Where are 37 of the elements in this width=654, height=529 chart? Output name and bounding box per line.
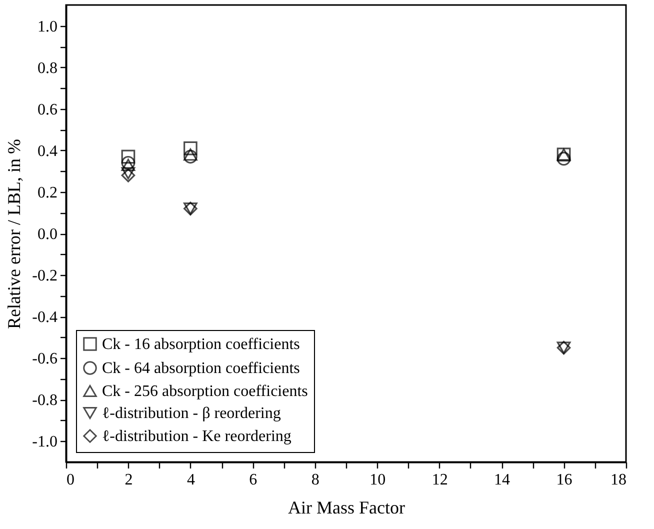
y-tick-label: -1.0	[32, 434, 58, 451]
legend-label: Ck - 256 absorption coefficients	[102, 383, 308, 400]
y-tick-label: 0.4	[38, 142, 58, 160]
y-tick-label: -0.8	[32, 392, 58, 410]
x-tick-label: 10	[370, 472, 386, 488]
point	[121, 150, 136, 164]
point	[121, 167, 136, 180]
point	[184, 148, 198, 161]
y-tick-label: 0.6	[38, 101, 58, 118]
y-tick-label: -0.2	[32, 268, 58, 285]
point	[556, 152, 571, 166]
y-tick-label: 0.0	[38, 226, 58, 243]
x-tick-label: 4	[186, 472, 195, 488]
y-tick-label: 1.0	[38, 18, 58, 36]
x-tick-label: 8	[311, 472, 320, 488]
legend-label: ℓ-distribution - β reordering	[102, 405, 281, 422]
legend-label: ℓ-distribution - Ke reordering	[102, 428, 292, 445]
x-tick-label: 14	[494, 472, 510, 488]
point	[184, 141, 198, 156]
x-axis-title: Air Mass Factor	[288, 498, 405, 518]
x-tick-label: 2	[124, 472, 133, 488]
point	[121, 156, 136, 170]
x-tick-label: 18	[610, 472, 626, 488]
legend-label: Ck - 64 absorption coefficients	[102, 360, 300, 377]
point	[121, 158, 136, 172]
point	[184, 150, 198, 164]
point	[121, 168, 136, 182]
y-tick-label: -0.6	[32, 350, 58, 368]
y-axis-title: Relative error / LBL, in %	[4, 139, 24, 329]
legend-label: Ck - 16 absorption coefficients	[102, 336, 300, 353]
x-tick-label: 16	[556, 472, 572, 488]
y-tick-label: -0.4	[32, 309, 58, 326]
x-tick-label: 12	[432, 472, 448, 488]
y-tick-label: 0.8	[38, 60, 58, 77]
x-tick-label: 6	[249, 472, 258, 488]
x-tick-label: 0	[66, 472, 74, 488]
y-tick-label: 0.2	[38, 184, 58, 202]
